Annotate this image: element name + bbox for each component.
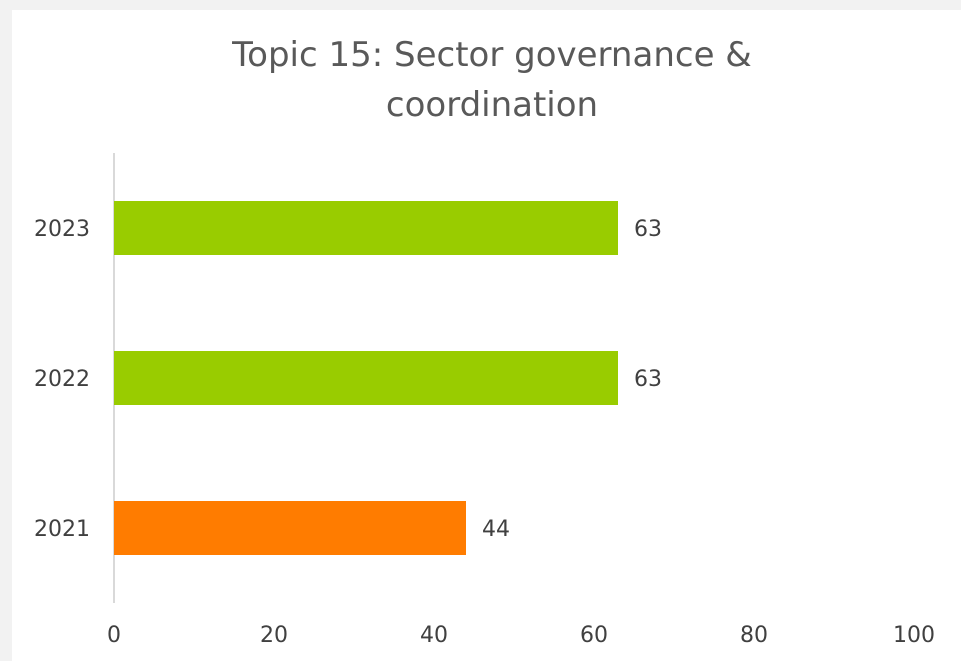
x-tick-label: 40: [420, 623, 448, 648]
x-tick-label: 100: [893, 623, 935, 648]
x-tick-label: 0: [107, 623, 121, 648]
y-tick-label: 2023: [34, 217, 90, 242]
data-label: 63: [634, 367, 662, 392]
data-label: 44: [482, 517, 510, 542]
x-tick-label: 20: [260, 623, 288, 648]
x-tick-label: 80: [740, 623, 768, 648]
chart-title: Topic 15: Sector governance & coordinati…: [232, 35, 752, 125]
bar: [114, 501, 466, 555]
bar: [114, 201, 618, 255]
data-label: 63: [634, 217, 662, 242]
x-tick-label: 60: [580, 623, 608, 648]
y-tick-label: 2022: [34, 367, 90, 392]
y-tick-label: 2021: [34, 517, 90, 542]
bar: [114, 351, 618, 405]
